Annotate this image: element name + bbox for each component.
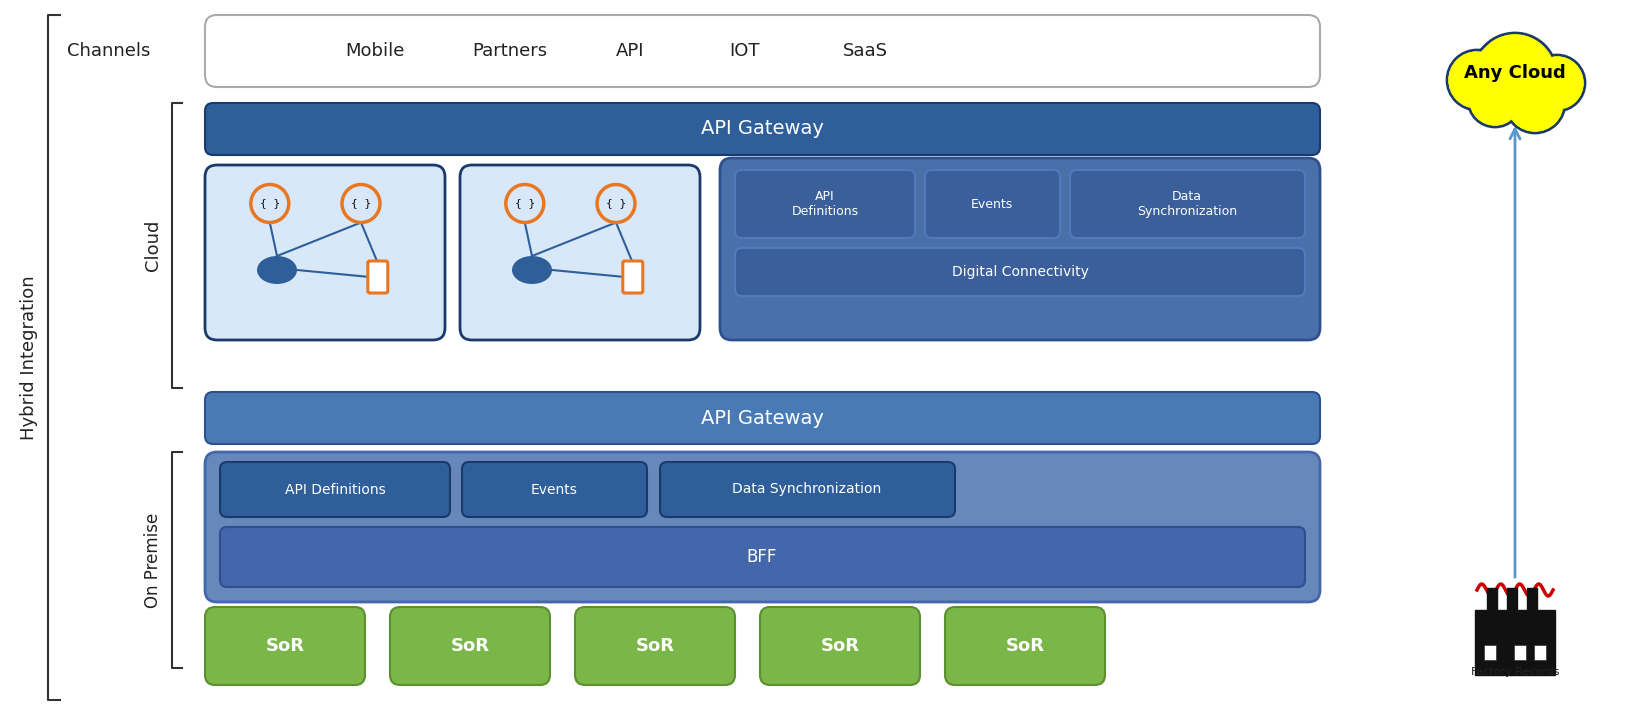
Polygon shape: [1526, 588, 1538, 610]
FancyBboxPatch shape: [220, 527, 1305, 587]
FancyBboxPatch shape: [575, 607, 735, 685]
Polygon shape: [1484, 645, 1495, 660]
FancyBboxPatch shape: [463, 462, 647, 517]
Text: API Definitions: API Definitions: [285, 483, 386, 497]
Circle shape: [1474, 43, 1518, 87]
FancyBboxPatch shape: [761, 607, 920, 685]
FancyBboxPatch shape: [945, 607, 1104, 685]
Polygon shape: [1535, 645, 1546, 660]
Text: Partners: Partners: [472, 42, 547, 60]
FancyBboxPatch shape: [205, 392, 1319, 444]
Text: API
Definitions: API Definitions: [792, 190, 858, 218]
Text: Data Synchronization: Data Synchronization: [733, 483, 881, 497]
Text: Factory Records: Factory Records: [1471, 667, 1559, 677]
FancyBboxPatch shape: [205, 452, 1319, 602]
Text: { }: { }: [259, 198, 280, 209]
Circle shape: [1468, 73, 1521, 127]
Ellipse shape: [512, 256, 552, 284]
Circle shape: [1507, 75, 1562, 131]
FancyBboxPatch shape: [735, 170, 915, 238]
Circle shape: [1450, 52, 1505, 108]
Text: API Gateway: API Gateway: [700, 409, 824, 427]
Circle shape: [1473, 33, 1557, 117]
Text: SoR: SoR: [635, 637, 674, 655]
FancyBboxPatch shape: [720, 158, 1319, 340]
Circle shape: [1502, 40, 1548, 86]
Polygon shape: [1513, 645, 1526, 660]
Text: IOT: IOT: [730, 42, 761, 60]
FancyBboxPatch shape: [205, 103, 1319, 155]
Text: SoR: SoR: [451, 637, 489, 655]
FancyBboxPatch shape: [368, 261, 388, 293]
FancyBboxPatch shape: [205, 165, 445, 340]
Text: Any Cloud: Any Cloud: [1464, 64, 1565, 82]
Text: SoR: SoR: [821, 637, 860, 655]
Text: SoR: SoR: [266, 637, 305, 655]
Polygon shape: [1474, 610, 1556, 675]
Text: Events: Events: [531, 483, 577, 497]
Ellipse shape: [257, 256, 296, 284]
FancyBboxPatch shape: [735, 248, 1305, 296]
Text: { }: { }: [350, 198, 371, 209]
Text: Hybrid Integration: Hybrid Integration: [20, 276, 37, 440]
Text: { }: { }: [515, 198, 534, 209]
Circle shape: [1530, 55, 1585, 111]
FancyBboxPatch shape: [925, 170, 1060, 238]
Text: Data
Synchronization: Data Synchronization: [1137, 190, 1236, 218]
Text: Channels: Channels: [67, 42, 150, 60]
Text: Cloud: Cloud: [143, 220, 161, 271]
FancyBboxPatch shape: [389, 607, 551, 685]
Text: API Gateway: API Gateway: [700, 119, 824, 139]
FancyBboxPatch shape: [220, 462, 450, 517]
Text: Digital Connectivity: Digital Connectivity: [951, 265, 1088, 279]
FancyBboxPatch shape: [205, 607, 365, 685]
FancyBboxPatch shape: [1070, 170, 1305, 238]
Text: On Premise: On Premise: [143, 513, 161, 608]
Text: Events: Events: [971, 198, 1013, 211]
Text: SoR: SoR: [1005, 637, 1044, 655]
Text: { }: { }: [606, 198, 626, 209]
Text: Mobile: Mobile: [345, 42, 404, 60]
Circle shape: [1447, 50, 1507, 110]
FancyBboxPatch shape: [205, 15, 1319, 87]
Circle shape: [1505, 73, 1565, 133]
FancyBboxPatch shape: [660, 462, 955, 517]
Polygon shape: [1487, 588, 1497, 610]
FancyBboxPatch shape: [622, 261, 643, 293]
Polygon shape: [1507, 588, 1517, 610]
Circle shape: [1469, 75, 1520, 125]
Circle shape: [1500, 38, 1551, 88]
Text: SaaS: SaaS: [842, 42, 888, 60]
FancyBboxPatch shape: [459, 165, 700, 340]
Circle shape: [1478, 45, 1517, 85]
Circle shape: [1474, 35, 1556, 115]
Text: BFF: BFF: [746, 548, 777, 566]
Text: API: API: [616, 42, 643, 60]
Circle shape: [1531, 57, 1583, 109]
